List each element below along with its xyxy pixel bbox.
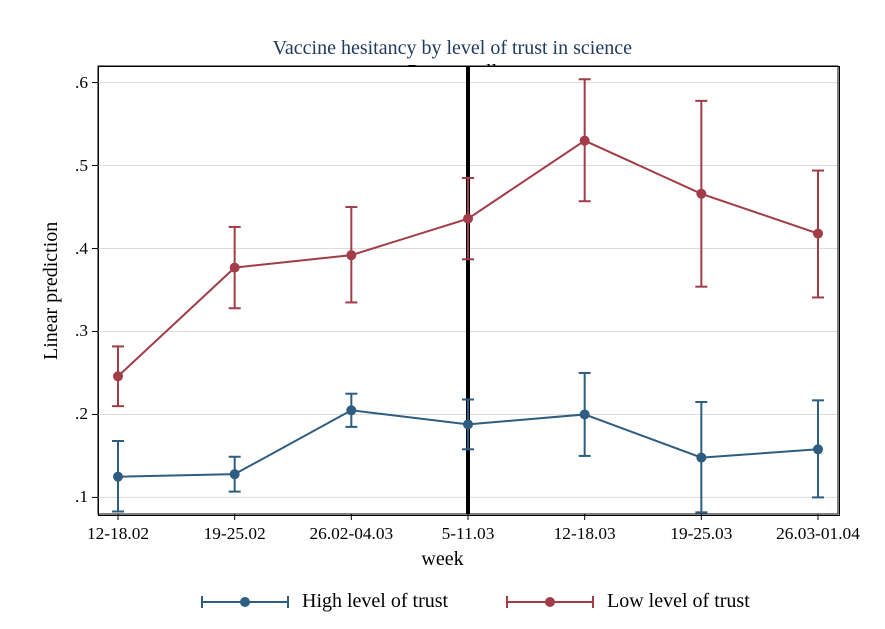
x-tick-label: 19-25.03 [670, 524, 732, 544]
legend-item: High level of trust [200, 590, 448, 613]
y-tick-label: .1 [75, 487, 88, 507]
y-tick-label: .4 [75, 239, 88, 259]
y-tick-label: .2 [75, 404, 88, 424]
y-tick-label: .6 [75, 73, 88, 93]
x-tick-label: 19-25.02 [204, 524, 266, 544]
y-tick-label: .3 [75, 321, 88, 341]
x-tick-label: 12-18.02 [87, 524, 149, 544]
legend-marker-icon [200, 592, 290, 612]
legend-label: High level of trust [302, 590, 448, 613]
legend-label: Low level of trust [607, 590, 750, 613]
x-axis-label: week [0, 548, 885, 571]
x-tick-label: 26.02-04.03 [309, 524, 393, 544]
y-axis-label: Linear prediction [40, 222, 63, 360]
y-tick-label: .5 [75, 156, 88, 176]
x-axis-label-text: week [421, 548, 463, 570]
legend-marker-icon [505, 592, 595, 612]
legend-item: Low level of trust [505, 590, 750, 613]
x-tick-label: 26.03-01.04 [776, 524, 860, 544]
x-tick-label: 5-11.03 [442, 524, 495, 544]
chart-figure: Vaccine hesitancy by level of trust in s… [0, 0, 885, 629]
x-tick-label: 12-18.03 [554, 524, 616, 544]
